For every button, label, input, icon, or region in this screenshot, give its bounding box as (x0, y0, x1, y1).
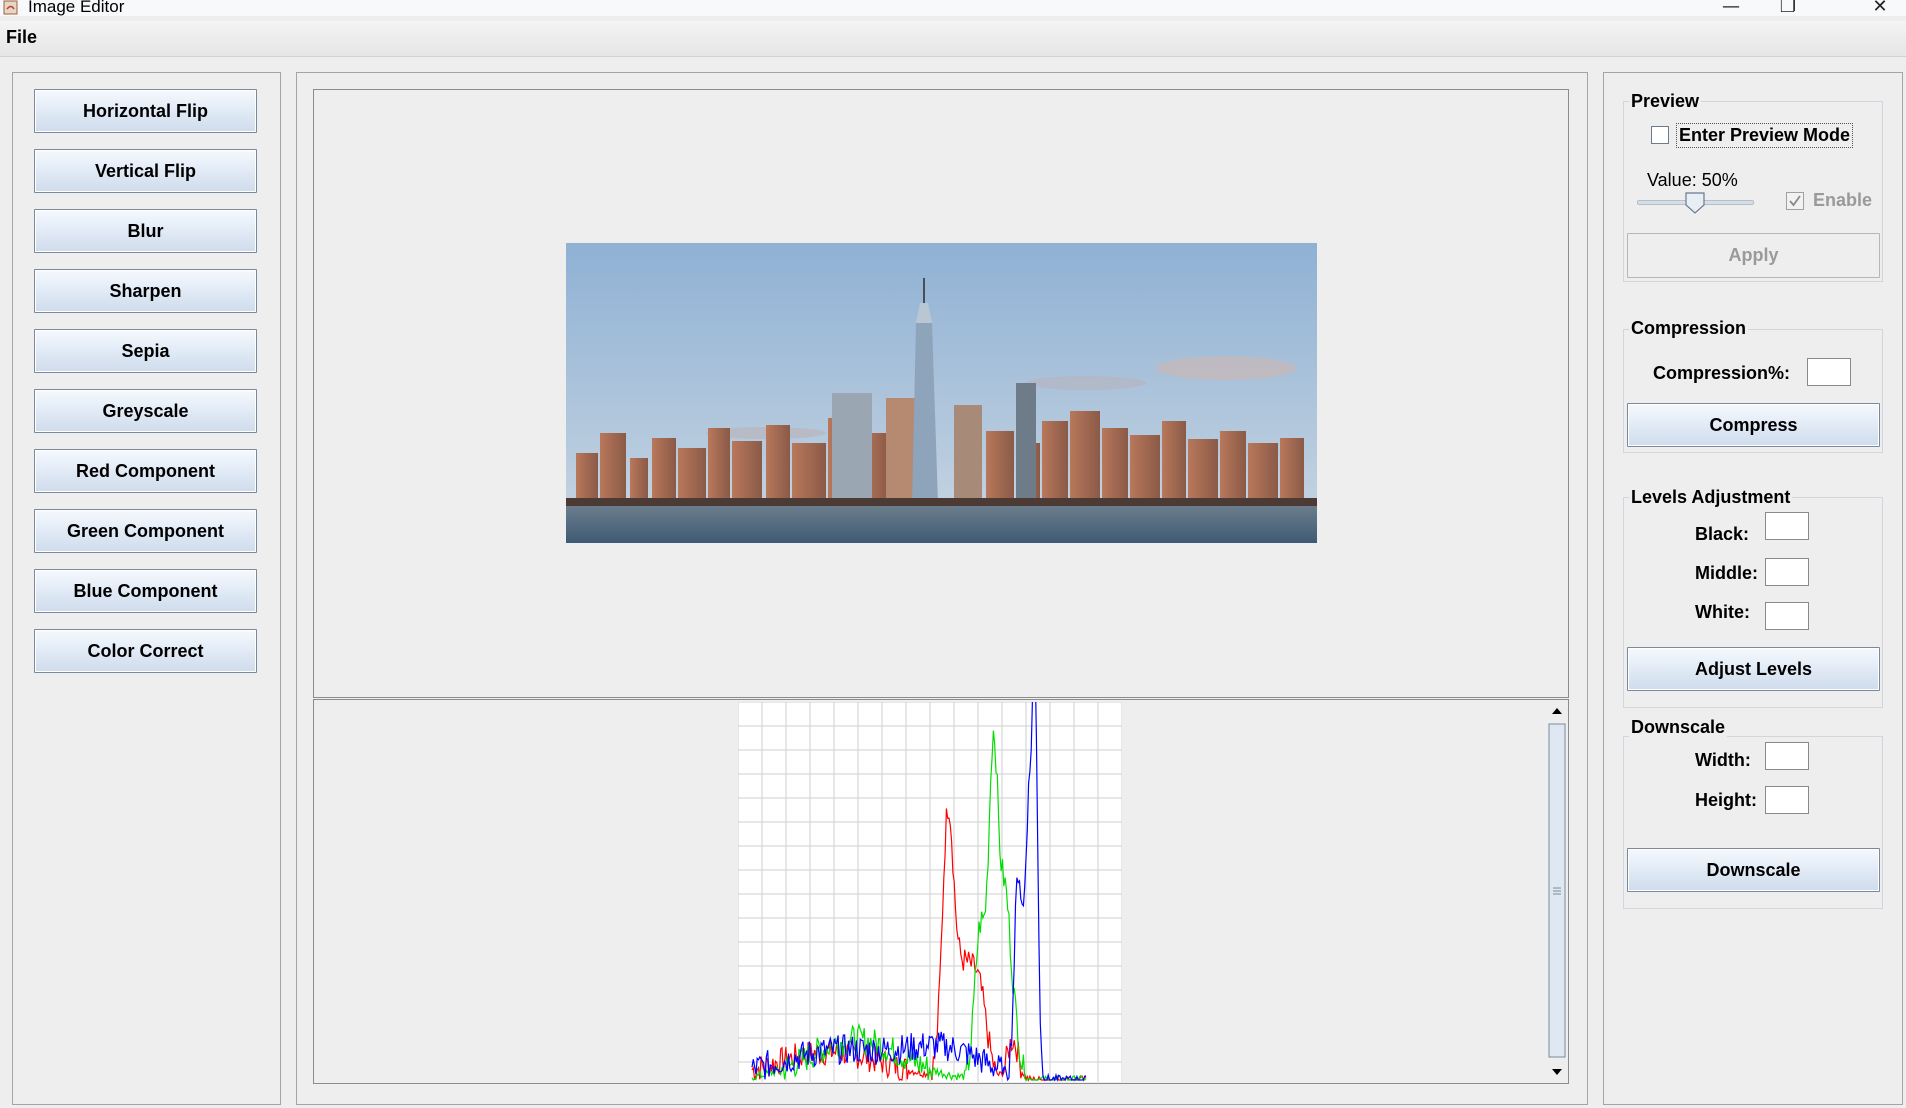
maximize-button[interactable]: ❐ (1779, 0, 1797, 17)
vertical-flip-button[interactable]: Vertical Flip (34, 149, 257, 193)
image-display-frame (313, 89, 1569, 698)
scroll-up-arrow-icon (1552, 708, 1562, 714)
compression-group (1623, 329, 1883, 453)
histogram-frame (313, 699, 1569, 1084)
enter-preview-label[interactable]: Enter Preview Mode (1676, 123, 1854, 148)
downscale-button[interactable]: Downscale (1627, 848, 1880, 892)
preview-group (1623, 101, 1883, 282)
blue-channel-line (751, 702, 1087, 1082)
width-input[interactable] (1765, 742, 1809, 770)
rgb-histogram (738, 702, 1122, 1082)
compression-title: Compression (1629, 318, 1749, 339)
red-component-button[interactable]: Red Component (34, 449, 257, 493)
color-correct-button[interactable]: Color Correct (34, 629, 257, 673)
close-button[interactable]: ✕ (1872, 0, 1888, 17)
middle-input[interactable] (1765, 558, 1809, 586)
downscale-group (1623, 736, 1883, 909)
height-input[interactable] (1765, 786, 1809, 814)
blue-component-button[interactable]: Blue Component (34, 569, 257, 613)
preview-title: Preview (1629, 91, 1702, 112)
title-bar (0, 0, 1906, 16)
enable-label: Enable (1813, 190, 1873, 210)
java-app-icon (3, 0, 18, 15)
menu-file[interactable]: File (6, 27, 38, 47)
greyscale-button[interactable]: Greyscale (34, 389, 257, 433)
menu-bar (0, 21, 1906, 57)
apply-button[interactable]: Apply (1627, 233, 1880, 278)
enter-preview-checkbox[interactable] (1651, 126, 1669, 144)
compression-label: Compression%: (1653, 363, 1791, 383)
white-input[interactable] (1765, 602, 1809, 630)
levels-title: Levels Adjustment (1629, 487, 1793, 508)
black-input[interactable] (1765, 512, 1809, 540)
histogram-scrollbar[interactable] (1546, 700, 1568, 1083)
enable-checkbox[interactable] (1786, 192, 1804, 210)
downscale-title: Downscale (1629, 717, 1728, 738)
height-label: Height: (1695, 790, 1757, 810)
black-label: Black: (1695, 524, 1750, 544)
minimize-button[interactable]: — (1722, 0, 1740, 17)
skyline-image (566, 243, 1317, 543)
middle-label: Middle: (1695, 563, 1758, 583)
blur-button[interactable]: Blur (34, 209, 257, 253)
histogram-grid (738, 702, 1122, 1082)
sharpen-button[interactable]: Sharpen (34, 269, 257, 313)
sepia-button[interactable]: Sepia (34, 329, 257, 373)
preview-value-label: Value: 50% (1647, 170, 1738, 190)
compress-button[interactable]: Compress (1627, 403, 1880, 447)
horizontal-flip-button[interactable]: Horizontal Flip (34, 89, 257, 133)
adjust-levels-button[interactable]: Adjust Levels (1627, 647, 1880, 691)
width-label: Width: (1695, 750, 1751, 770)
green-component-button[interactable]: Green Component (34, 509, 257, 553)
compression-input[interactable] (1807, 358, 1851, 386)
white-label: White: (1695, 602, 1750, 622)
scroll-down-arrow-icon (1552, 1069, 1562, 1075)
window-title: Image Editor (28, 0, 125, 16)
preview-slider-thumb[interactable] (1684, 191, 1706, 215)
